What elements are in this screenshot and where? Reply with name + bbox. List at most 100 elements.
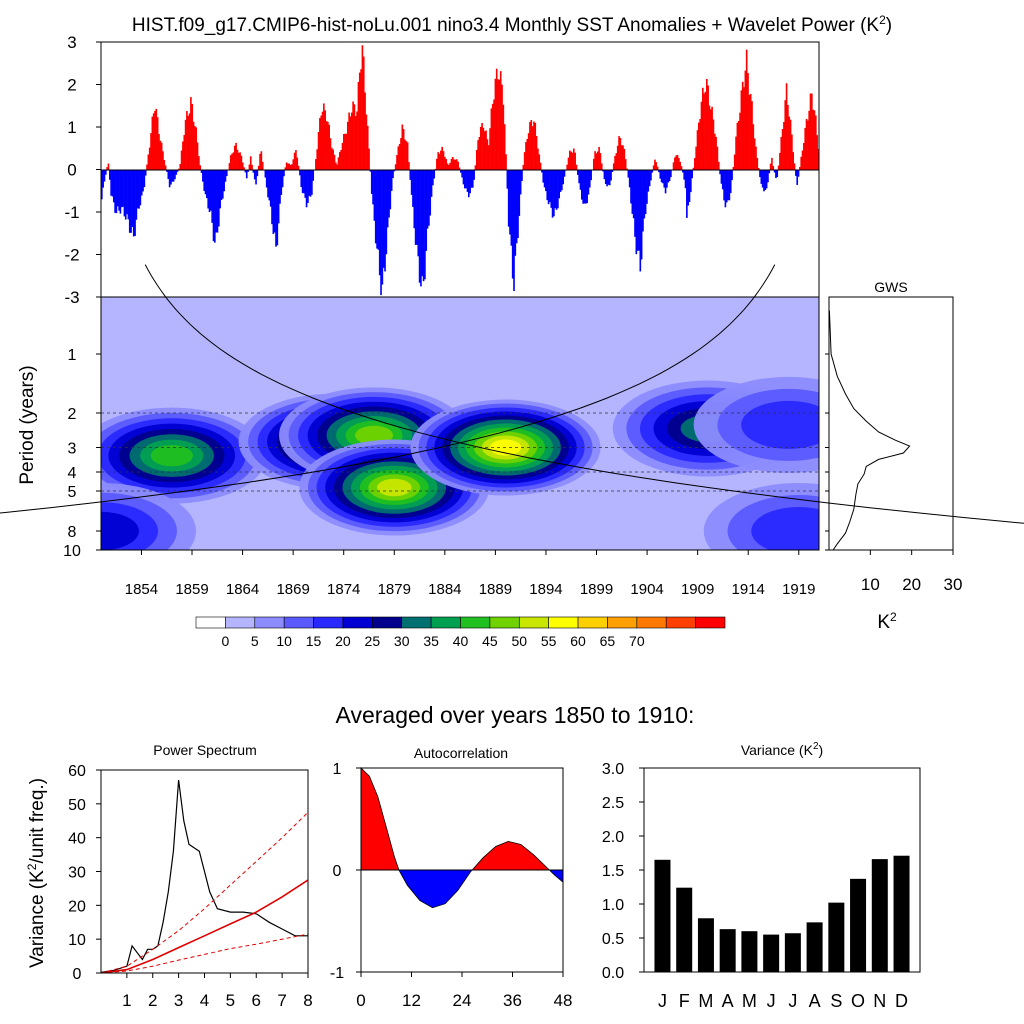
power-spectrum-y-tick-label: 0 [73,966,82,983]
sst-y-tick-label: -2 [64,246,79,265]
variance-x-tick-label: D [895,991,908,1011]
anomaly-bar [664,170,667,194]
anomaly-bar [470,170,473,188]
autocorrelation-axes: 1 0 -1 0 12 24 36 48 [330,761,573,1010]
power-spectrum-y-tick-label: 40 [68,831,86,848]
anomaly-bar [553,170,555,217]
anomaly-bar [245,170,248,179]
anomaly-bar [804,127,807,170]
anomaly-bar [509,170,511,235]
anomaly-bar [260,151,263,170]
anomaly-bar [195,127,198,170]
colorbar-label: 40 [453,633,469,649]
anomaly-bar [636,170,639,251]
anomaly-bar [733,154,736,170]
anomaly-bar [519,170,522,195]
anomaly-bar [123,170,126,217]
anomaly-bar [340,149,342,170]
anomaly-bar [659,170,662,179]
anomaly-bar [682,170,684,173]
autocorrelation-title: Autocorrelation [414,745,508,761]
anomaly-bar [764,170,767,191]
sst-anomaly-bars [101,45,820,296]
anomaly-bar [442,151,445,170]
anomaly-bar [675,155,678,170]
anomaly-bar [724,170,727,208]
anomaly-bar [723,170,725,201]
anomaly-bar [296,157,299,170]
anomaly-bar [731,170,733,181]
anomaly-bar [715,136,717,170]
autocorrelation-x-tick-label: 36 [503,991,522,1010]
anomaly-bar [546,170,549,201]
anomaly-bar [384,170,386,272]
anomaly-bar [765,170,768,189]
anomaly-bar [623,148,626,170]
anomaly-bar [237,152,240,170]
anomaly-bar [425,170,428,251]
anomaly-bar [148,147,151,170]
anomaly-bar [815,115,817,170]
colorbar-swatch [195,616,226,629]
anomaly-bar [680,166,683,170]
gws-curve [828,310,911,551]
anomaly-bar [432,170,434,186]
anomaly-bar [353,104,356,170]
anomaly-bar [647,170,650,192]
anomaly-bar [562,170,565,185]
anomaly-bar [285,162,288,170]
anomaly-bar [558,170,561,199]
anomaly-bar [668,170,671,182]
anomaly-bar [772,166,775,170]
anomaly-bar [638,170,640,251]
anomaly-bar [514,170,517,256]
anomaly-bar [110,170,112,196]
colorbar-swatch [695,616,726,629]
anomaly-bar [328,124,330,170]
anomaly-bar [212,170,215,242]
sst-y-tick-label: 1 [67,118,76,137]
anomaly-bar [515,170,518,244]
power-spectrum-panel: Power Spectrum 60 50 40 30 20 10 0 1 2 3 4 5 6 7 8 Var… [25,742,313,1010]
anomaly-bar [651,170,654,173]
anomaly-bar [531,126,534,170]
anomaly-bar [525,142,527,170]
anomaly-bar [590,170,592,181]
anomaly-bar [357,81,360,170]
anomaly-bar [438,153,441,170]
anomaly-bar [301,170,304,194]
anomaly-bar [385,170,388,255]
anomaly-bar [610,170,612,181]
colorbar-label: 0 [221,633,229,649]
anomaly-bar [389,170,392,210]
anomaly-bar [102,170,104,188]
anomaly-bar [489,128,491,170]
wavelet-y-tick-label: 2 [68,406,77,423]
colorbar-swatch [372,616,403,629]
variance-x-tick-label: A [809,991,821,1011]
anomaly-bar [688,170,691,203]
anomaly-bar [232,152,235,170]
anomaly-bar [735,136,737,170]
anomaly-bar [690,170,692,193]
main-title: HIST.f09_g17.CMIP6-hist-noLu.001 nino3.4… [132,13,892,36]
anomaly-bar [471,170,474,188]
anomaly-bar [446,163,449,170]
variance-bar [850,878,867,972]
anomaly-bar [372,170,374,205]
anomaly-bar [505,154,507,170]
anomaly-bar [162,151,164,170]
variance-x-tick-label: J [767,991,776,1011]
anomaly-bar [300,170,303,188]
anomaly-bar [803,143,805,170]
anomaly-bar [183,134,186,170]
variance-x-tick-label: N [873,991,886,1011]
anomaly-bar [485,130,487,170]
anomaly-bar [813,110,816,170]
variance-bar [893,855,910,972]
anomaly-bar [293,152,296,170]
anomaly-bar [335,162,337,170]
anomaly-bar [502,104,505,170]
power-spectrum-y-tick-label: 10 [68,932,86,949]
anomaly-bar [704,91,707,170]
